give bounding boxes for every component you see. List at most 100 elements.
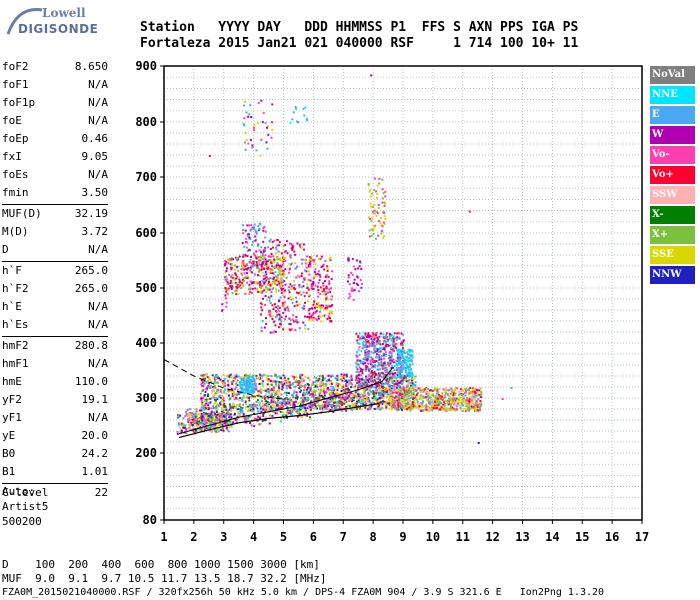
echo-point <box>282 260 285 263</box>
echo-point <box>365 340 368 343</box>
echo-point <box>407 366 410 369</box>
echo-point <box>384 353 387 356</box>
echo-point <box>376 348 379 351</box>
echo-point <box>260 292 262 295</box>
echo-point <box>391 339 393 342</box>
echo-point <box>317 315 320 318</box>
auto-artist: Artist5 <box>2 500 49 513</box>
echo-point <box>233 377 236 380</box>
echo-point <box>219 402 221 405</box>
echo-point <box>290 242 293 245</box>
echo-point <box>464 394 467 397</box>
echo-point <box>396 368 399 371</box>
echo-point <box>464 389 467 392</box>
echo-point <box>358 332 361 335</box>
echo-point <box>396 389 398 392</box>
echo-point <box>253 123 256 126</box>
echo-point <box>400 376 403 379</box>
echo-point <box>290 247 293 250</box>
echo-point <box>381 343 384 345</box>
echo-point <box>295 400 298 403</box>
echo-point <box>397 355 400 358</box>
echo-point <box>253 383 255 386</box>
echo-point <box>319 293 322 295</box>
echo-point <box>379 335 382 338</box>
echo-point <box>224 405 227 407</box>
echo-point <box>285 385 288 388</box>
echo-point <box>375 340 378 343</box>
echo-point <box>246 272 249 275</box>
echo-point <box>284 403 287 406</box>
echo-point <box>324 313 327 316</box>
echo-point <box>386 389 389 392</box>
echo-point <box>353 386 356 389</box>
echo-point <box>380 400 383 403</box>
echo-point <box>401 349 404 352</box>
echo-point <box>378 219 380 222</box>
echo-point <box>364 344 367 347</box>
echo-point <box>309 258 311 261</box>
echo-point <box>390 387 393 390</box>
echo-point <box>224 287 227 289</box>
echo-point <box>415 396 418 398</box>
echo-point <box>383 201 386 204</box>
echo-point <box>227 430 230 433</box>
echo-point <box>438 387 441 390</box>
echo-point <box>409 400 412 402</box>
echo-point <box>466 409 469 412</box>
echo-point <box>408 357 411 360</box>
echo-point <box>261 396 264 399</box>
echo-point <box>325 384 328 387</box>
echo-point <box>412 393 415 396</box>
echo-point <box>314 317 317 320</box>
echo-point <box>216 411 219 414</box>
echo-point <box>316 318 319 321</box>
echo-point <box>245 390 248 393</box>
echo-point <box>399 389 402 392</box>
echo-point <box>289 121 292 124</box>
echo-point <box>269 238 272 241</box>
echo-point <box>327 374 330 377</box>
echo-point <box>444 396 447 399</box>
echo-point <box>301 262 304 265</box>
echo-point <box>373 189 376 192</box>
echo-point <box>261 262 264 265</box>
echo-point <box>330 390 333 393</box>
echo-point <box>374 344 377 347</box>
echo-point <box>369 408 371 411</box>
echo-point <box>357 342 359 345</box>
echo-point <box>234 407 237 410</box>
echo-point <box>365 375 367 378</box>
echo-point <box>330 382 333 385</box>
echo-point <box>223 259 226 262</box>
echo-point <box>281 414 284 417</box>
echo-point <box>268 374 271 377</box>
echo-point <box>368 229 371 232</box>
echo-point <box>263 403 266 406</box>
echo-point <box>408 390 411 393</box>
echo-point <box>351 408 354 411</box>
echo-point <box>208 382 211 385</box>
echo-point <box>331 375 334 377</box>
echo-point <box>213 393 216 396</box>
echo-point <box>229 258 231 260</box>
echo-point <box>437 403 440 406</box>
echo-point <box>296 408 299 411</box>
echo-point <box>267 397 270 400</box>
echo-point <box>266 264 269 267</box>
echo-point <box>393 391 396 394</box>
echo-point <box>349 379 351 382</box>
echo-point <box>471 390 474 393</box>
echo-point <box>257 225 260 227</box>
echo-point <box>328 288 331 291</box>
echo-point <box>231 383 234 385</box>
echo-point <box>361 372 364 375</box>
echo-point <box>212 386 215 388</box>
echo-point <box>366 359 369 362</box>
echo-point <box>210 411 213 414</box>
echo-point <box>417 387 420 390</box>
echo-point <box>306 414 309 417</box>
echo-point <box>451 408 454 410</box>
echo-point <box>430 393 433 396</box>
echo-point <box>299 406 302 409</box>
